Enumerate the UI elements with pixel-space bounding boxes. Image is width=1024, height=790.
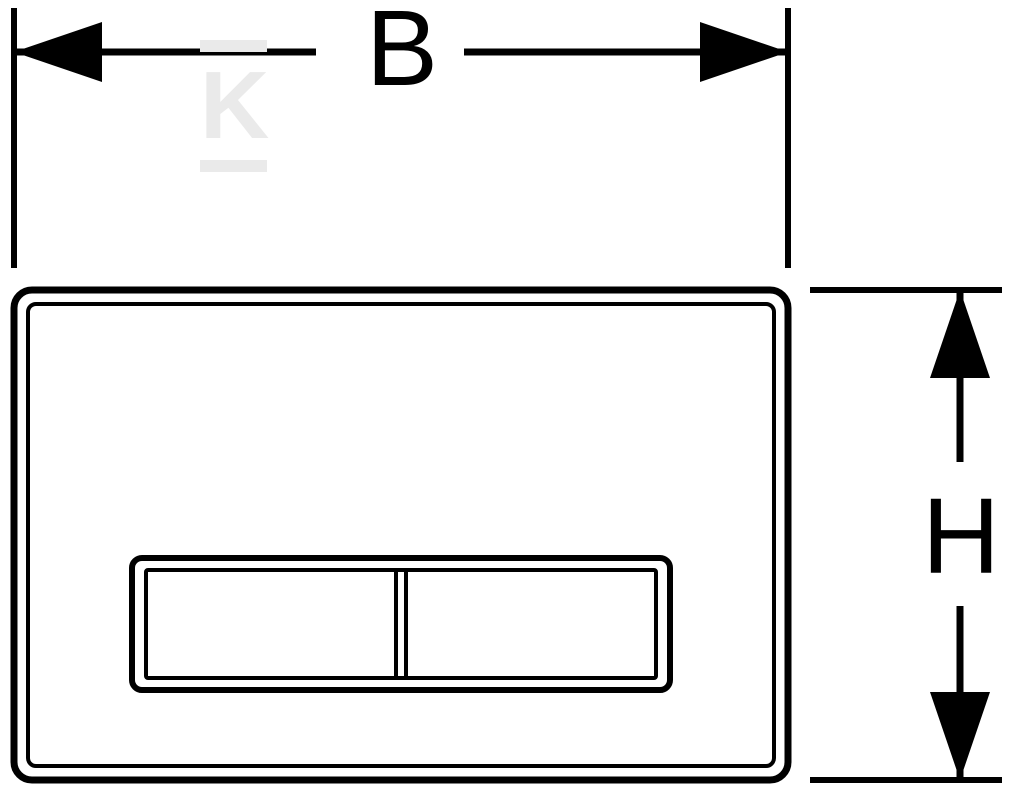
plate-inner-frame — [28, 304, 774, 766]
diagram-stage: K — [0, 0, 1024, 790]
plate-outer-frame — [14, 290, 788, 780]
technical-drawing — [0, 0, 1024, 790]
dimension-height-label: H — [922, 482, 1000, 590]
button-inner — [146, 570, 656, 678]
arrowhead-top — [930, 290, 990, 378]
flush-button-assembly — [132, 558, 670, 690]
button-outer — [132, 558, 670, 690]
flush-plate — [14, 290, 788, 780]
arrowhead-left — [14, 22, 102, 82]
dimension-width-label: B — [366, 0, 438, 102]
arrowhead-right — [700, 22, 788, 82]
arrowhead-bottom — [930, 692, 990, 780]
